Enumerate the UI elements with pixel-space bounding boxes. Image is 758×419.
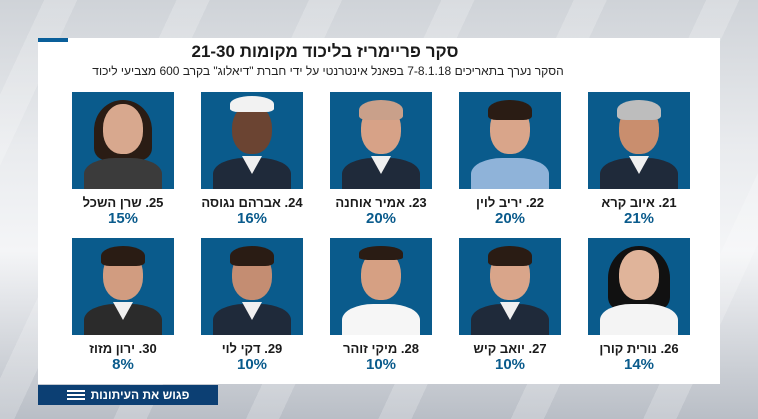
poll-subtitle: הסקר נערך בתאריכים 7-8.1.18 בפאנל אינטרנ…: [92, 64, 564, 78]
candidate-name: 22. יריב לוין: [476, 195, 544, 210]
candidate-photo: [588, 92, 690, 189]
candidate-name: 30. ירון מזוז: [89, 341, 157, 356]
candidate-photo: [330, 92, 432, 189]
candidate-name: 23. אמיר אוחנה: [335, 195, 427, 210]
candidate-percent: 14%: [623, 356, 655, 373]
candidate-card-27: 27. יואב קיש 10%: [459, 238, 561, 388]
poll-title: סקר פריימריז בליכוד מקומות 21-30: [191, 42, 459, 61]
candidate-percent: 16%: [236, 210, 268, 227]
candidate-name: 21. איוב קרא: [601, 195, 677, 210]
candidate-name: 27. יואב קיש: [473, 341, 547, 356]
candidate-photo: [201, 238, 303, 335]
candidate-photo: [201, 92, 303, 189]
candidate-card-22: 22. יריב לוין 20%: [459, 92, 561, 242]
candidate-percent: 20%: [494, 210, 526, 227]
candidate-card-21: 21. איוב קרא 21%: [588, 92, 690, 242]
candidate-name: 28. מיקי זוהר: [342, 341, 420, 356]
candidate-percent: 8%: [112, 356, 134, 373]
candidate-percent: 10%: [494, 356, 526, 373]
panel-accent-bar: [38, 38, 68, 42]
candidate-photo: [72, 238, 174, 335]
candidate-card-25: 25. שרן השכל 15%: [72, 92, 174, 242]
candidate-card-29: 29. דקי לוי 10%: [201, 238, 303, 388]
candidate-card-26: 26. נורית קורן 14%: [588, 238, 690, 388]
menu-lines-icon: [66, 390, 85, 400]
candidate-percent: 20%: [365, 210, 397, 227]
poll-panel: סקר פריימריז בליכוד מקומות 21-30 הסקר נע…: [38, 38, 720, 384]
candidate-photo: [588, 238, 690, 335]
candidate-name: 24. אברהם נגוסה: [201, 195, 303, 210]
candidate-photo: [459, 238, 561, 335]
candidate-card-28: 28. מיקי זוהר 10%: [330, 238, 432, 388]
candidate-percent: 10%: [236, 356, 268, 373]
candidate-percent: 10%: [365, 356, 397, 373]
candidate-photo: [72, 92, 174, 189]
candidate-card-23: 23. אמיר אוחנה 20%: [330, 92, 432, 242]
candidate-percent: 15%: [107, 210, 139, 227]
candidate-name: 26. נורית קורן: [599, 341, 679, 356]
candidate-percent: 21%: [623, 210, 655, 227]
show-ticker: פגוש את העיתונות: [38, 385, 218, 405]
candidate-name: 29. דקי לוי: [221, 341, 283, 356]
candidate-card-24: 24. אברהם נגוסה 16%: [201, 92, 303, 242]
candidate-card-30: 30. ירון מזוז 8%: [72, 238, 174, 388]
candidate-photo: [459, 92, 561, 189]
candidate-name: 25. שרן השכל: [82, 195, 164, 210]
ticker-label: פגוש את העיתונות: [90, 388, 190, 402]
candidate-photo: [330, 238, 432, 335]
